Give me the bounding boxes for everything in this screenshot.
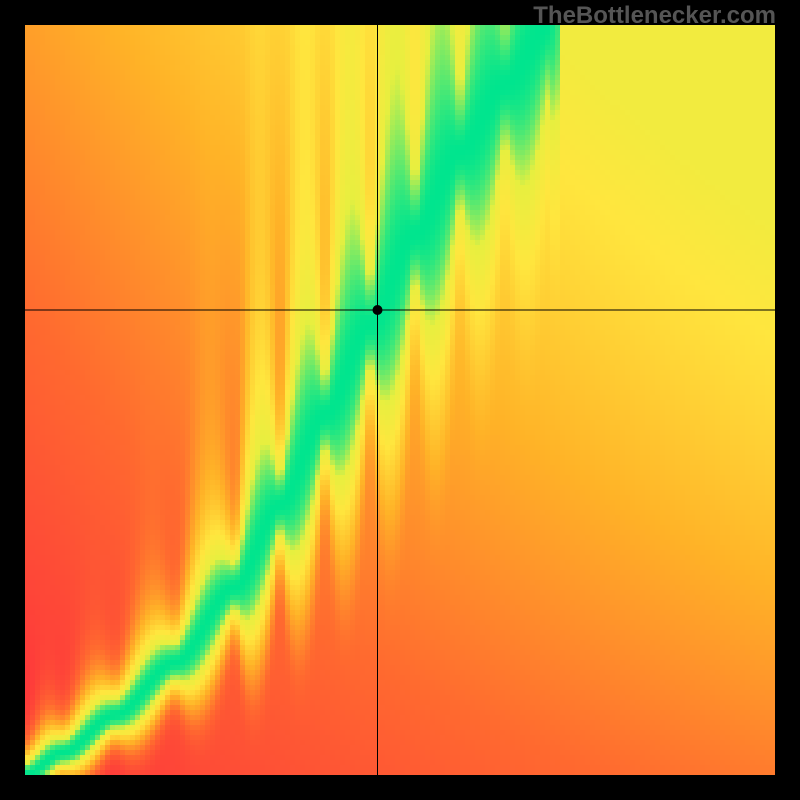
watermark-text: TheBottlenecker.com <box>533 2 776 30</box>
chart-container: TheBottlenecker.com <box>0 0 800 800</box>
bottleneck-heatmap <box>25 25 775 775</box>
